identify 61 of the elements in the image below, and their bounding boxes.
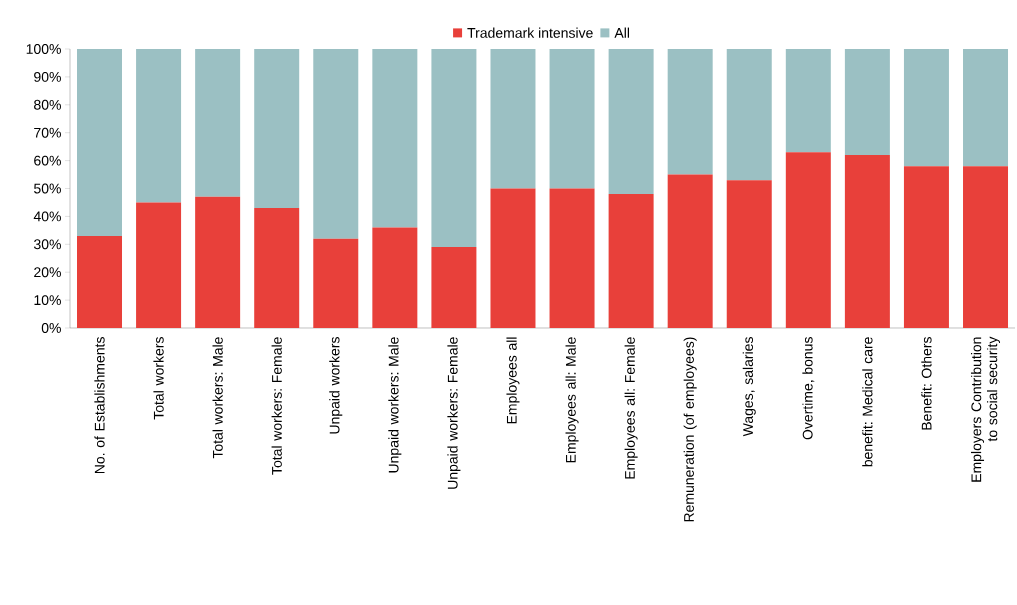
x-tick-label: benefit: Medical care	[862, 337, 873, 467]
bar	[844, 49, 890, 156]
bar	[726, 180, 772, 328]
y-tick-label: 50%	[34, 183, 61, 194]
bar	[77, 49, 123, 236]
x-tick-label: Employees all: Male	[565, 337, 579, 463]
bar	[313, 238, 359, 328]
x-tick-label: Benefit: Others	[921, 337, 932, 430]
bar	[254, 49, 300, 209]
bar	[785, 49, 831, 153]
bar	[963, 49, 1009, 167]
bar	[254, 208, 300, 328]
x-tick-label: Total workers: Female	[271, 337, 282, 475]
bar	[490, 49, 536, 189]
y-tick-label: 40%	[33, 211, 61, 222]
bar	[136, 202, 182, 328]
x-tick-label: Employees all: Female	[624, 337, 638, 479]
x-tick-label: No. of Establishments	[94, 337, 105, 474]
bar	[785, 152, 831, 328]
x-tick-label: Total workers	[153, 337, 164, 420]
x-tick-label: Total workers: Male	[212, 337, 223, 459]
bar	[608, 194, 654, 328]
bar	[195, 49, 241, 197]
bar	[549, 49, 595, 189]
y-tick-label: 60%	[34, 155, 61, 166]
legend-label: Trademark intensive	[467, 27, 593, 38]
x-tick-label: Employers Contribution to social security	[970, 336, 1001, 482]
bar	[903, 166, 949, 328]
bar	[372, 227, 418, 328]
bar	[903, 49, 949, 167]
y-tick-label: 100%	[26, 44, 61, 54]
bar	[313, 49, 359, 239]
bar	[549, 188, 595, 328]
bar	[431, 49, 477, 248]
y-tick-label: 70%	[34, 127, 61, 138]
bar	[844, 155, 890, 328]
bar	[490, 188, 536, 328]
bar	[136, 49, 182, 203]
bar	[608, 49, 654, 195]
legend-label: All	[614, 27, 630, 38]
bar	[77, 235, 123, 328]
y-tick-label: 30%	[33, 239, 61, 250]
x-tick-label: Overtime, bonus	[802, 337, 815, 440]
x-tick-label: Unpaid workers: Female	[447, 337, 461, 489]
y-tick-label: 80%	[34, 99, 61, 110]
y-tick-label: 90%	[34, 71, 61, 82]
y-tick-label: 20%	[34, 267, 61, 278]
bar	[667, 174, 713, 328]
bar	[667, 49, 713, 175]
x-tick-label: Unpaid workers	[329, 337, 343, 434]
x-tick-label: Unpaid workers: Male	[388, 337, 402, 473]
y-tick-label: 0%	[41, 323, 61, 333]
x-tick-label: Wages, salaries	[742, 337, 756, 437]
x-tick-label: Employees all	[506, 337, 520, 424]
bar	[195, 196, 241, 328]
bar	[431, 247, 477, 328]
x-tick-label: Remuneration (of employees)	[683, 337, 697, 522]
y-tick-label: 10%	[34, 295, 61, 306]
bar	[963, 166, 1009, 328]
bar	[726, 49, 772, 181]
bar	[372, 49, 418, 228]
